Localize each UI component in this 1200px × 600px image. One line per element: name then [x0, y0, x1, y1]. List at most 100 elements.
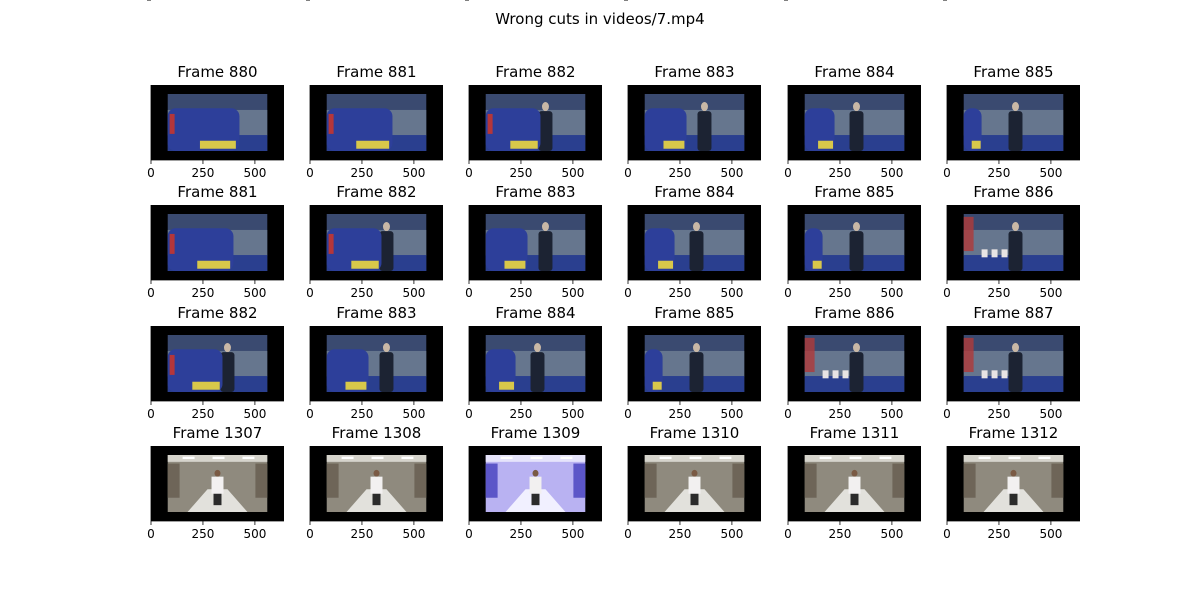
- person-coat: [379, 352, 394, 392]
- frame-photo: [485, 214, 586, 271]
- x-tick-label: 0: [784, 407, 792, 421]
- frame-panel: Frame 131102505000200: [758, 0, 921, 541]
- panel-title: Frame 884: [495, 304, 575, 322]
- left-door: [644, 463, 657, 498]
- jacket-stripe: [345, 381, 367, 390]
- person-coat: [689, 231, 704, 271]
- person-head: [532, 469, 539, 477]
- drum: [981, 249, 988, 258]
- x-tick-label: 250: [192, 527, 215, 541]
- frame-panel: Frame 88502505000200: [758, 0, 921, 300]
- frame-panel: Frame 88302505000200: [439, 0, 602, 300]
- x-tick-label: 0: [306, 407, 314, 421]
- person-coat: [538, 111, 553, 151]
- foreground-jacket: [485, 228, 528, 271]
- person-legs: [1009, 493, 1018, 506]
- x-tick-label: 500: [1039, 407, 1062, 421]
- left-door: [963, 463, 976, 498]
- x-tick-label: 250: [829, 286, 852, 300]
- ceiling-light: [560, 456, 573, 459]
- person-head: [373, 469, 380, 477]
- y-tick-label: 0: [773, 0, 781, 3]
- frame-panel: Frame 88202505000200: [121, 0, 284, 421]
- person-coat: [697, 111, 712, 151]
- frame-photo: [326, 214, 427, 271]
- y-tick-label: 0: [932, 0, 940, 3]
- left-door: [167, 463, 180, 498]
- panel-title: Frame 885: [973, 63, 1053, 81]
- person-head: [534, 342, 541, 353]
- frame-panel: Frame 1310 0 250 500 0 200: [598, 0, 761, 541]
- foreground-jacket: [326, 108, 393, 151]
- frame-photo: [485, 94, 586, 151]
- x-tick-label: 500: [561, 527, 584, 541]
- frame-photo: [963, 214, 1064, 271]
- person-jersey: [370, 476, 383, 494]
- left-door: [804, 463, 817, 498]
- x-tick-label: 500: [1039, 527, 1062, 541]
- ceiling-light: [659, 456, 672, 459]
- x-tick-label: 0: [624, 407, 632, 421]
- foreground-jacket: [485, 349, 516, 392]
- person-head: [853, 342, 860, 353]
- x-tick-label: 0: [624, 286, 632, 300]
- x-tick-label: 0: [465, 166, 473, 180]
- frame-panel: Frame 88302505000200: [280, 0, 443, 421]
- person-coat: [849, 231, 864, 271]
- y-tick-label: 200: [280, 0, 303, 3]
- x-tick-label: 250: [510, 286, 533, 300]
- panel-title: Frame 883: [336, 304, 416, 322]
- ceiling-light: [242, 456, 255, 459]
- right-door: [414, 463, 427, 498]
- x-tick-label: 0: [784, 166, 792, 180]
- person-jersey: [211, 476, 224, 494]
- red-spectator: [328, 113, 334, 134]
- ceiling-light: [719, 456, 732, 459]
- frame-panel: Frame 130802505000200: [280, 0, 443, 541]
- y-tick-label: 200: [917, 0, 940, 3]
- x-tick-label: 0: [465, 527, 473, 541]
- frame-photo: [167, 455, 268, 512]
- right-door: [732, 463, 745, 498]
- person-head: [1012, 342, 1019, 353]
- foreground-jacket: [963, 108, 982, 151]
- y-tick-label: 0: [295, 0, 303, 3]
- x-tick-label: 250: [351, 166, 374, 180]
- x-tick-label: 500: [402, 166, 425, 180]
- frame-panel: Frame 88502505000200: [598, 0, 761, 421]
- drum: [981, 370, 988, 379]
- y-tick-label: 200: [598, 0, 621, 3]
- panel-title: Frame 886: [814, 304, 894, 322]
- person-jersey: [1007, 476, 1020, 494]
- frame-photo: [644, 94, 745, 151]
- y-tick-label: 200: [758, 0, 781, 3]
- frame-photo: [644, 214, 745, 271]
- foreground-jacket: [167, 228, 234, 271]
- x-tick-label: 0: [465, 407, 473, 421]
- foreground-jacket: [167, 349, 223, 392]
- x-tick-label: 500: [720, 527, 743, 541]
- person-jersey: [848, 476, 861, 494]
- foreground-jacket: [644, 349, 663, 392]
- person-head: [382, 221, 390, 232]
- panel-title: Frame 882: [495, 63, 575, 81]
- frame-panel: Frame 131202505000200: [917, 0, 1080, 541]
- red-banner: [963, 337, 974, 373]
- ceiling-light: [212, 456, 225, 459]
- y-tick-label: 0: [136, 0, 144, 3]
- x-tick-label: 0: [943, 286, 951, 300]
- y-tick-label: 0: [932, 0, 940, 3]
- jacket-stripe: [356, 140, 390, 149]
- x-tick-label: 250: [988, 286, 1011, 300]
- x-tick-label: 250: [669, 407, 692, 421]
- x-tick-label: 250: [510, 407, 533, 421]
- x-tick-label: 500: [243, 286, 266, 300]
- drum: [1001, 370, 1008, 379]
- person-head: [853, 101, 860, 112]
- panel-title: Frame 1310: [650, 424, 740, 442]
- y-tick-label: 0: [136, 0, 144, 3]
- x-tick-label: 0: [784, 286, 792, 300]
- red-spectator: [169, 113, 175, 134]
- x-tick-label: 250: [192, 407, 215, 421]
- y-tick-label: 0: [454, 0, 462, 3]
